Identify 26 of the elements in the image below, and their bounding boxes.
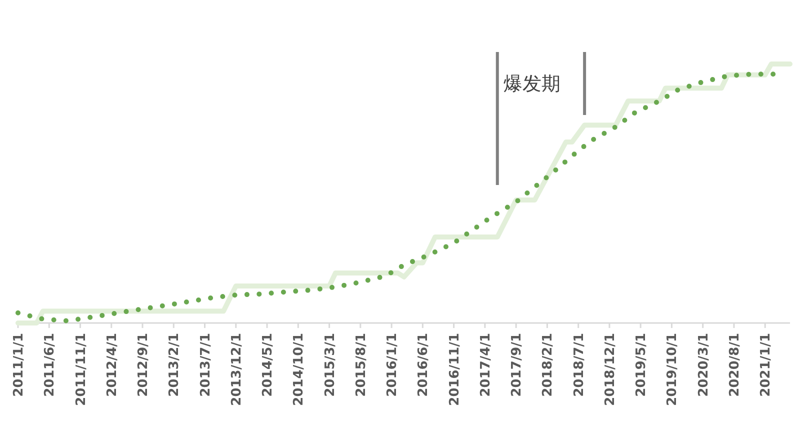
- x-tick-label: 2011/11/1: [74, 333, 89, 406]
- x-tick-label: 2012/9/1: [136, 333, 152, 397]
- x-tick-label: 2019/5/1: [634, 333, 650, 397]
- x-tick-label: 2021/1/1: [758, 333, 774, 397]
- x-tick-label: 2014/5/1: [260, 333, 276, 397]
- x-tick-label: 2014/10/1: [292, 333, 307, 406]
- x-tick-label: 2013/2/1: [167, 333, 182, 397]
- x-tick-label: 2019/10/1: [665, 333, 680, 406]
- x-tick-label: 2016/6/1: [416, 333, 432, 397]
- x-tick-label: 2016/11/1: [447, 333, 462, 406]
- x-tick-label: 2018/12/1: [602, 333, 618, 406]
- x-tick-label: 2015/3/1: [322, 333, 338, 397]
- x-tick-label: 2013/12/1: [229, 333, 244, 406]
- x-tick-label: 2018/7/1: [572, 333, 587, 397]
- x-tick-label: 2013/7/1: [198, 333, 214, 397]
- x-tick-label: 2015/8/1: [354, 333, 369, 397]
- x-tick-label: 2016/1/1: [385, 333, 400, 397]
- x-tick-label: 2017/4/1: [478, 333, 494, 397]
- ref-line-label: 爆发期: [503, 73, 560, 95]
- x-tick-label: 2018/2/1: [540, 333, 556, 397]
- x-tick-label: 2011/6/1: [42, 333, 58, 397]
- x-tick-label: 2020/3/1: [696, 333, 712, 397]
- x-tick-label: 2011/1/1: [12, 333, 26, 397]
- x-tick-label: 2012/4/1: [104, 333, 120, 397]
- x-tick-label: 2017/9/1: [510, 333, 525, 397]
- x-tick-label: 2020/8/1: [727, 333, 742, 397]
